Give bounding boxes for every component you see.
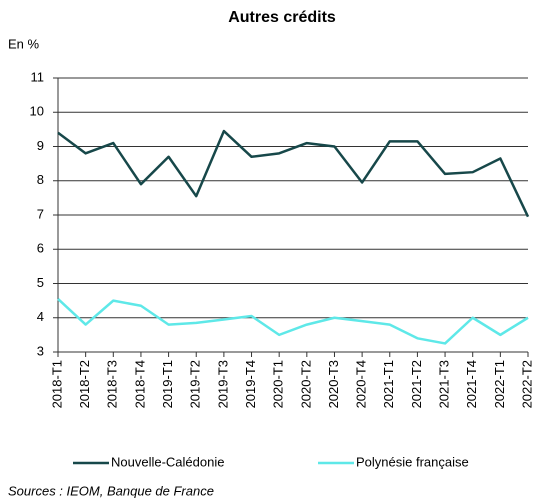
y-tick-label: 8: [37, 172, 44, 187]
x-tick-label: 2020-T3: [326, 360, 341, 408]
x-tick-label: 2021-T2: [409, 360, 424, 408]
source: Sources : IEOM, Banque de France: [8, 483, 214, 498]
y-tick-label: 6: [37, 241, 44, 256]
y-tick-label: 5: [37, 275, 44, 290]
x-tick-label: 2020-T4: [354, 360, 369, 408]
x-tick-label: 2018-T4: [132, 360, 147, 408]
legend-label: Polynésie française: [356, 454, 469, 469]
x-tick-label: 2020-T2: [298, 360, 313, 408]
x-tick-label: 2020-T1: [271, 360, 286, 408]
line-series: [57, 297, 529, 345]
x-tick-label: 2019-T2: [188, 360, 203, 408]
x-tick-label: 2021-T1: [381, 360, 396, 408]
x-tick-label: 2019-T3: [215, 360, 230, 408]
y-axis-label: En %: [8, 36, 40, 51]
y-tick-label: 9: [37, 138, 44, 153]
y-tick-label: 3: [37, 343, 44, 358]
y-tick-label: 7: [37, 206, 44, 221]
x-tick-label: 2018-T3: [105, 360, 120, 408]
x-tick-label: 2022-T2: [519, 360, 534, 408]
x-tick-label: 2018-T2: [77, 360, 92, 408]
line-series: [57, 129, 530, 218]
x-tick-label: 2022-T1: [492, 360, 507, 408]
x-tick-label: 2021-T3: [436, 360, 451, 408]
x-tick-label: 2019-T4: [243, 360, 258, 408]
x-tick-label: 2019-T1: [160, 360, 175, 408]
y-tick-label: 4: [37, 309, 44, 324]
legend-label: Nouvelle-Calédonie: [111, 454, 224, 469]
x-tick-label: 2021-T4: [464, 360, 479, 408]
chart-title: Autres crédits: [228, 9, 336, 26]
y-tick-label: 10: [30, 104, 44, 119]
x-tick-label: 2018-T1: [49, 360, 64, 408]
y-tick-label: 11: [31, 69, 45, 84]
